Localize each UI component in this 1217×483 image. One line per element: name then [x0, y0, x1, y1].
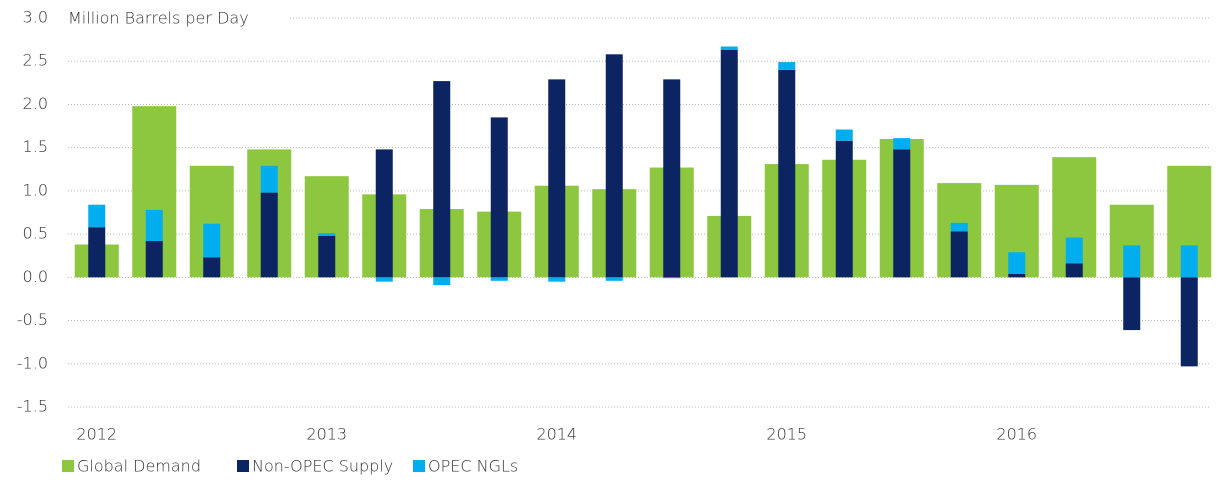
bar — [145, 241, 163, 278]
bar — [663, 79, 681, 278]
bar — [950, 222, 968, 232]
bar — [490, 277, 508, 281]
y-tick-label: 3.0 — [23, 8, 48, 27]
legend-label: Non-OPEC Supply — [252, 457, 393, 476]
bar — [1123, 277, 1141, 331]
bar — [950, 231, 968, 278]
bar — [490, 117, 508, 278]
bar — [605, 54, 623, 278]
bar — [893, 138, 911, 150]
bar — [720, 49, 738, 278]
x-tick-label: 2013 — [306, 425, 347, 444]
bar — [778, 62, 796, 70]
bar — [1123, 245, 1141, 278]
x-tick-label: 2012 — [76, 425, 117, 444]
y-tick-label: -0.5 — [17, 310, 48, 329]
legend-swatch — [62, 460, 74, 472]
bar — [203, 223, 221, 258]
legend-label: OPEC NGLs — [428, 457, 518, 476]
bar — [1180, 245, 1198, 278]
legend-swatch — [237, 460, 249, 472]
bar — [778, 69, 796, 278]
bar — [260, 165, 278, 193]
bar — [663, 277, 681, 279]
bar — [433, 81, 451, 278]
bar — [1008, 273, 1026, 278]
y-tick-label: -1.5 — [17, 397, 48, 416]
x-tick-label: 2014 — [536, 425, 577, 444]
x-tick-label: 2015 — [766, 425, 807, 444]
legend-swatch — [413, 460, 425, 472]
bar — [88, 204, 106, 228]
bar — [145, 209, 163, 242]
bar — [835, 140, 853, 278]
y-tick-label: 0.0 — [23, 267, 48, 286]
x-tick-label: 2016 — [996, 425, 1037, 444]
bar — [1008, 252, 1026, 274]
y-tick-label: 1.5 — [23, 137, 48, 156]
bar — [203, 257, 221, 278]
y-tick-label: 1.0 — [23, 180, 48, 199]
bar — [375, 149, 393, 278]
bar — [318, 233, 336, 236]
y-tick-label: -1.0 — [17, 353, 48, 372]
bar — [1065, 237, 1083, 264]
bar — [375, 277, 393, 282]
bar — [88, 227, 106, 278]
y-tick-label: 2.5 — [23, 51, 48, 70]
y-axis-label: Million Barrels per Day — [68, 9, 249, 28]
bar — [548, 277, 566, 282]
bar — [1180, 277, 1198, 367]
bar — [318, 235, 336, 278]
bar — [260, 192, 278, 278]
bar — [720, 46, 738, 50]
bar — [1065, 263, 1083, 278]
y-tick-label: 0.5 — [23, 224, 48, 243]
y-tick-label: 2.0 — [23, 94, 48, 113]
bar — [548, 79, 566, 278]
bar — [433, 277, 451, 286]
legend-label: Global Demand — [77, 457, 201, 476]
bar — [893, 149, 911, 278]
bar — [835, 129, 853, 141]
bar — [605, 277, 623, 281]
